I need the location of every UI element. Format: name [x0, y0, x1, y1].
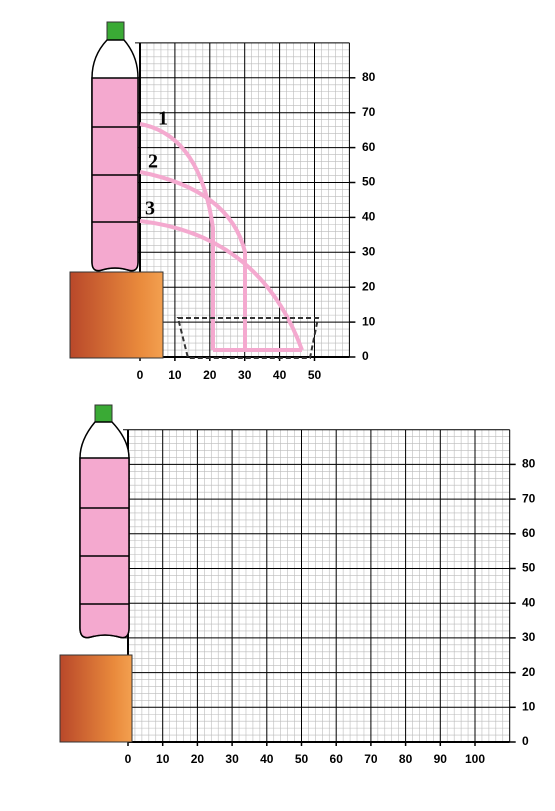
x-tick-label: 90 [434, 752, 448, 766]
x-tick-label: 40 [273, 368, 287, 382]
x-tick-label: 30 [238, 368, 252, 382]
x-tick-label: 10 [156, 752, 170, 766]
y-tick-label: 10 [522, 699, 536, 713]
jet-label: 1 [158, 108, 168, 130]
y-tick-label: 20 [362, 279, 376, 293]
basin [176, 317, 320, 359]
bottom-apparatus [59, 404, 133, 743]
y-tick-label: 30 [362, 244, 376, 258]
x-tick-label: 0 [125, 752, 132, 766]
y-tick-label: 0 [522, 734, 529, 748]
y-tick-label: 80 [522, 457, 536, 471]
y-tick-label: 10 [362, 314, 376, 328]
y-tick-label: 40 [522, 595, 536, 609]
y-tick-label: 70 [522, 491, 536, 505]
y-tick-label: 0 [362, 349, 369, 363]
jet-label: 2 [148, 151, 158, 173]
stand-box [59, 654, 133, 743]
stand-box [69, 271, 164, 359]
x-tick-label: 20 [203, 368, 217, 382]
x-tick-label: 60 [330, 752, 344, 766]
x-tick-label: 0 [137, 368, 144, 382]
x-tick-label: 20 [191, 752, 205, 766]
y-tick-label: 30 [522, 630, 536, 644]
grids [123, 42, 516, 746]
y-tick-label: 70 [362, 105, 376, 119]
water [79, 457, 130, 639]
y-tick-label: 20 [522, 665, 536, 679]
y-tick-label: 50 [522, 561, 536, 575]
x-tick-label: 50 [295, 752, 309, 766]
bottle-marks [80, 507, 129, 605]
jets [139, 122, 304, 352]
bottle-cap [106, 21, 125, 41]
x-tick-label: 80 [399, 752, 413, 766]
y-tick-label: 50 [362, 175, 376, 189]
y-tick-label: 40 [362, 210, 376, 224]
y-tick-label: 80 [362, 70, 376, 84]
bottle-marks [92, 126, 138, 223]
bottle-cap [94, 404, 113, 423]
jet-label: 3 [145, 198, 155, 220]
x-tick-label: 100 [465, 752, 485, 766]
x-tick-label: 10 [168, 368, 182, 382]
x-tick-label: 50 [308, 368, 322, 382]
x-tick-label: 70 [364, 752, 378, 766]
y-tick-label: 60 [362, 140, 376, 154]
x-tick-label: 30 [225, 752, 239, 766]
x-tick-label: 40 [260, 752, 274, 766]
top-apparatus: 1 2 3 [69, 21, 320, 359]
y-tick-label: 60 [522, 526, 536, 540]
